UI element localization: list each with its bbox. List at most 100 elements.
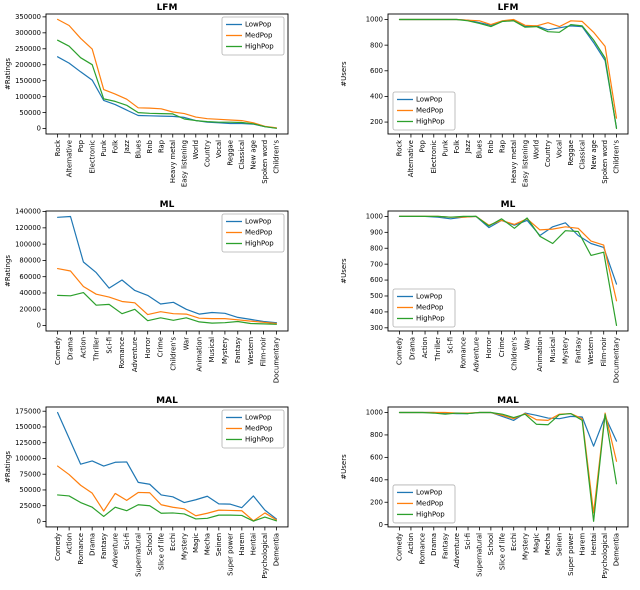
x-tick-label: Mystery	[180, 533, 188, 560]
y-tick-label: 1000	[366, 212, 383, 220]
x-tick-label: Sci-fi	[464, 533, 472, 550]
y-tick-label: 300000	[15, 29, 41, 37]
x-tick-label: Alternative	[407, 140, 415, 177]
legend: LowPop MedPop HighPop	[221, 16, 285, 56]
legend-label: MedPop	[245, 228, 273, 236]
x-tick-label: Rock	[54, 140, 62, 156]
legend: LowPop MedPop HighPop	[392, 288, 456, 328]
y-tick-label: 140000	[15, 207, 41, 215]
legend-label: HighPop	[416, 511, 445, 519]
x-tick-label: Musical	[208, 337, 216, 362]
y-tick-label: 150000	[15, 424, 41, 432]
x-tick-label: Horror	[144, 336, 152, 358]
x-tick-label: Super power	[567, 533, 575, 576]
x-tick-label: Action	[421, 337, 429, 358]
chart-title: ML	[501, 200, 516, 210]
legend-box	[392, 484, 456, 524]
x-tick-label: Electronic	[88, 140, 96, 174]
series-line-highpop	[398, 215, 618, 326]
x-tick-label: Action	[407, 533, 415, 554]
x-tick-label: Rap	[498, 140, 506, 153]
y-ticks: 0 50000 100000 150000 200000 250000 300000 3500…	[15, 13, 46, 133]
x-tick-label: Reggae	[227, 140, 235, 166]
x-tick-label: Thriller	[92, 336, 100, 361]
series-line-medpop	[398, 412, 618, 514]
y-axis-label: #Ratings	[4, 58, 12, 90]
chart-ml-ratings: ML #Ratings 0 20000 40000 60000 80000 100000 120…	[0, 197, 320, 394]
x-tick-label: Documentary	[273, 337, 281, 383]
legend: LowPop MedPop HighPop	[392, 91, 456, 131]
legend-label: HighPop	[416, 314, 445, 322]
x-tick-label: Thriller	[434, 336, 442, 361]
x-tick-label: Country	[203, 140, 211, 167]
x-tick-label: Punk	[100, 140, 108, 157]
x-tick-label: Slice of life	[157, 533, 165, 570]
x-tick-label: Rock	[396, 140, 404, 156]
x-tick-label: Sci-fi	[123, 533, 131, 550]
y-tick-label: 60000	[19, 273, 41, 281]
x-tick-label: Alternative	[65, 140, 73, 177]
y-tick-label: 0	[37, 321, 41, 329]
x-tick-label: Children's	[273, 140, 281, 174]
x-tick-label: Supernatural	[476, 533, 484, 577]
x-ticks: Rock Alternative Pop Electronic Punk Folk Jazz…	[54, 133, 281, 187]
y-ticks: 300 400 500 600 700 800 900 1000	[366, 212, 388, 332]
x-tick-label: Blues	[134, 140, 142, 159]
x-tick-label: Adventure	[111, 533, 119, 568]
x-tick-label: World	[192, 140, 200, 159]
y-tick-label: 120000	[15, 224, 41, 232]
lfm-ratings-plot: LFM #Ratings 0 50000 100000 150000 200000 25000…	[4, 3, 289, 187]
legend: LowPop MedPop HighPop	[392, 484, 456, 524]
x-tick-label: Fantasy	[441, 533, 449, 559]
x-tick-label: Reggae	[567, 140, 575, 166]
x-tick-label: Classical	[578, 140, 586, 170]
chart-title: LFM	[157, 3, 178, 13]
x-tick-label: Romance	[460, 337, 468, 369]
y-tick-label: 1000	[366, 16, 383, 24]
x-tick-label: Rnb	[487, 140, 495, 153]
y-axis-label: #Users	[340, 61, 348, 87]
y-tick-label: 600	[370, 276, 383, 284]
chart-title: MAL	[497, 396, 519, 406]
chart-lfm-ratings: LFM #Ratings 0 50000 100000 150000 200000 25000…	[0, 0, 320, 197]
x-tick-label: Children's	[170, 336, 178, 370]
legend-label: MedPop	[245, 425, 273, 433]
mal-users-plot: MAL #Users 0 200 400 600 800 1000 Comedy Action Ro…	[340, 396, 629, 579]
legend-label: LowPop	[245, 217, 272, 225]
legend-label: LowPop	[416, 96, 443, 104]
y-tick-label: 300	[370, 324, 383, 332]
y-tick-label: 150000	[15, 77, 41, 85]
plot-frame	[45, 13, 289, 135]
series-line-medpop	[56, 267, 277, 324]
y-tick-label: 1000	[366, 409, 383, 417]
y-tick-label: 80000	[19, 256, 41, 264]
series-line-lowpop	[56, 215, 277, 323]
x-tick-label: Horror	[485, 336, 493, 358]
legend-label: LowPop	[245, 21, 272, 29]
x-tick-label: Pop	[77, 140, 85, 152]
x-tick-label: Heavy metal	[510, 140, 518, 183]
series-line-highpop	[56, 291, 277, 325]
x-tick-label: New age	[250, 140, 258, 170]
x-tick-label: Children's	[511, 336, 519, 370]
y-tick-label: 700	[370, 260, 383, 268]
y-tick-label: 20000	[19, 305, 41, 313]
ml-users-plot: ML #Users 300 400 500 600 700 800 900 1000 Comedy D…	[340, 200, 629, 383]
ml-ratings-plot: ML #Ratings 0 20000 40000 60000 80000 100000 120…	[4, 200, 289, 383]
y-ticks: 0 20000 40000 60000 80000 100000 120000 140000	[15, 207, 46, 329]
legend-box	[221, 409, 285, 449]
series-line-lowpop	[56, 56, 277, 129]
plot-frame	[45, 406, 289, 528]
y-tick-label: 900	[370, 228, 383, 236]
x-tick-label: Vocal	[556, 140, 564, 158]
x-tick-label: Film-noir	[600, 336, 608, 366]
chart-mal-ratings: MAL #Ratings 0 25000 50000 75000 100000 125000 1…	[0, 393, 320, 590]
legend-label: LowPop	[245, 414, 272, 422]
x-tick-label: Mecha	[203, 533, 211, 555]
y-tick-label: 800	[370, 431, 383, 439]
legend: LowPop MedPop HighPop	[221, 213, 285, 253]
chart-mal-users: MAL #Users 0 200 400 600 800 1000 Comedy Action Ro…	[320, 393, 640, 590]
x-tick-label: Magic	[192, 533, 200, 553]
y-tick-label: 200	[370, 118, 383, 126]
